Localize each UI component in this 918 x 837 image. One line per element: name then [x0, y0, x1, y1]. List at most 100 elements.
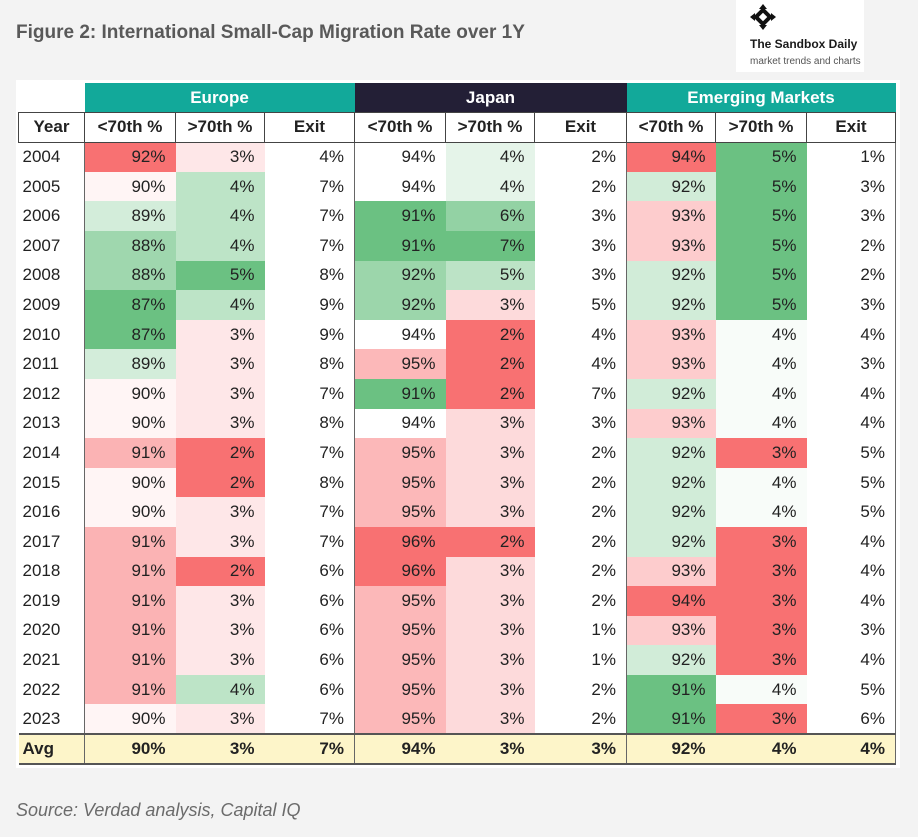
year-cell: 2021 [18, 645, 85, 675]
value-cell: 91% [84, 526, 176, 557]
year-cell: 2006 [18, 201, 85, 231]
value-cell: 7% [445, 230, 535, 261]
table-row: 2021 91% 3% 6% 95% 3% 1% 92% 3% 4% [18, 645, 896, 675]
value-cell: 6% [445, 201, 535, 231]
value-cell: 6% [264, 645, 355, 675]
year-cell: 2007 [18, 230, 85, 261]
avg-label: Avg [18, 733, 85, 765]
value-cell: 2% [806, 230, 896, 261]
value-cell: 5% [715, 201, 807, 231]
value-cell: 92% [626, 260, 716, 291]
value-cell: 2% [445, 319, 535, 350]
value-cell: 5% [715, 260, 807, 291]
group-header-row: Europe Japan Emerging Markets [19, 83, 896, 113]
column-header-2: >70th % [175, 112, 265, 143]
value-cell: 4% [175, 290, 265, 320]
value-cell: 2% [534, 438, 627, 468]
value-cell: 94% [354, 408, 446, 439]
column-header-9: Exit [806, 112, 896, 143]
table-row: 2004 92% 3% 4% 94% 4% 2% 94% 5% 1% [18, 142, 896, 172]
value-cell: 2% [445, 378, 535, 409]
value-cell: 3% [806, 615, 896, 646]
table-row: 2012 90% 3% 7% 91% 2% 7% 92% 4% 4% [18, 378, 896, 409]
value-cell: 90% [84, 467, 176, 498]
table-row: 2008 88% 5% 8% 92% 5% 3% 92% 5% 2% [18, 260, 896, 291]
value-cell: 9% [264, 319, 355, 350]
value-cell: 7% [264, 171, 355, 202]
value-cell: 6% [264, 556, 355, 587]
table-row: 2009 87% 4% 9% 92% 3% 5% 92% 5% 3% [18, 290, 896, 320]
table-body: 2004 92% 3% 4% 94% 4% 2% 94% 5% 1% 2005 90% 4% 7% 94% 4… [18, 142, 896, 765]
value-cell: 91% [354, 230, 446, 261]
year-cell: 2010 [18, 319, 85, 350]
value-cell: 95% [354, 497, 446, 527]
value-cell: 4% [806, 408, 896, 439]
group-header-blank [19, 83, 85, 113]
value-cell: 7% [264, 201, 355, 231]
value-cell: 4% [715, 319, 807, 350]
value-cell: 5% [534, 290, 627, 320]
value-cell: 91% [84, 438, 176, 468]
value-cell: 92% [84, 142, 176, 172]
value-cell: 95% [354, 438, 446, 468]
value-cell: 7% [264, 378, 355, 409]
value-cell: 4% [715, 467, 807, 498]
value-cell: 3% [715, 615, 807, 646]
value-cell: 3% [445, 408, 535, 439]
value-cell: 6% [806, 704, 896, 735]
value-cell: 91% [354, 201, 446, 231]
value-cell: 3% [806, 290, 896, 320]
brand-name: The Sandbox Daily [750, 37, 858, 51]
value-cell: 5% [445, 260, 535, 291]
value-cell: 92% [354, 260, 446, 291]
value-cell: 2% [534, 526, 627, 557]
value-cell: 5% [715, 230, 807, 261]
value-cell: 3% [445, 497, 535, 527]
compass-cross-icon [750, 4, 776, 30]
value-cell: 95% [354, 645, 446, 675]
value-cell: 6% [264, 674, 355, 705]
value-cell: 4% [534, 349, 627, 379]
group-header-japan: Japan [354, 83, 627, 113]
value-cell: 91% [354, 378, 446, 409]
year-cell: 2005 [18, 171, 85, 202]
value-cell: 4% [715, 408, 807, 439]
source-note: Source: Verdad analysis, Capital IQ [16, 800, 301, 820]
value-cell: 8% [264, 408, 355, 439]
value-cell: 3% [445, 556, 535, 587]
value-cell: 3% [445, 645, 535, 675]
value-cell: 95% [354, 704, 446, 735]
value-cell: 89% [84, 201, 176, 231]
value-cell: 3% [175, 704, 265, 735]
value-cell: 2% [534, 556, 627, 587]
value-cell: 3% [175, 586, 265, 616]
value-cell: 7% [264, 526, 355, 557]
value-cell: 4% [534, 319, 627, 350]
value-cell: 92% [626, 378, 716, 409]
value-cell: 4% [175, 230, 265, 261]
table-row: 2016 90% 3% 7% 95% 3% 2% 92% 4% 5% [18, 497, 896, 527]
migration-rate-table: Europe Japan Emerging Markets Year <70th … [18, 83, 896, 765]
value-cell: 95% [354, 615, 446, 646]
value-cell: 2% [445, 526, 535, 557]
value-cell: 8% [264, 467, 355, 498]
year-cell: 2011 [18, 349, 85, 379]
value-cell: 2% [534, 586, 627, 616]
value-cell: 91% [84, 586, 176, 616]
value-cell: 3% [445, 704, 535, 735]
value-cell: 3% [445, 290, 535, 320]
table-row: 2020 91% 3% 6% 95% 3% 1% 93% 3% 3% [18, 615, 896, 646]
value-cell: 4% [175, 171, 265, 202]
value-cell: 2% [175, 556, 265, 587]
table-row: 2007 88% 4% 7% 91% 7% 3% 93% 5% 2% [18, 230, 896, 261]
column-header-row: Year <70th % >70th % Exit <70th % >70th % Exit… [18, 112, 896, 143]
group-header-europe: Europe [84, 83, 355, 113]
value-cell: 89% [84, 349, 176, 379]
value-cell: 3% [806, 349, 896, 379]
value-cell: 5% [806, 467, 896, 498]
value-cell: 92% [626, 290, 716, 320]
year-cell: 2012 [18, 378, 85, 409]
value-cell: 4% [264, 142, 355, 172]
value-cell: 3% [175, 497, 265, 527]
value-cell: 2% [534, 674, 627, 705]
